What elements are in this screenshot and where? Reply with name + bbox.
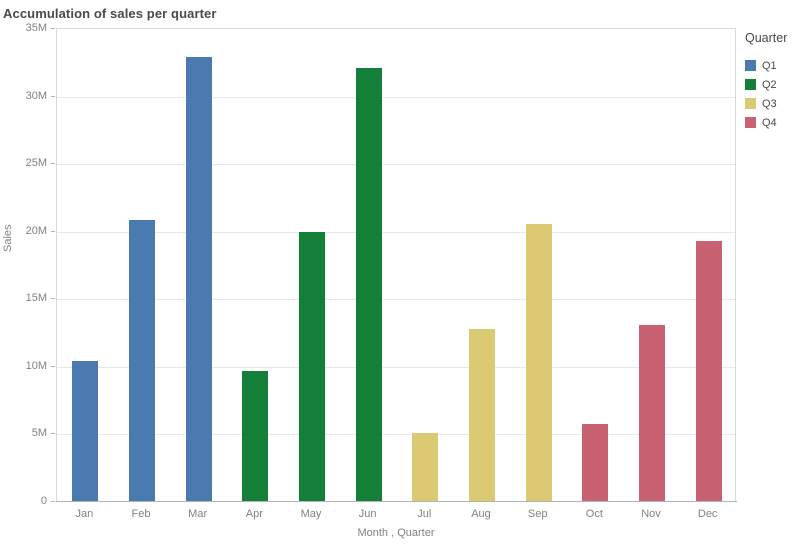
x-tick-label-may: May (300, 508, 322, 520)
bar-jul[interactable] (412, 433, 439, 502)
y-tick-label-15M: 15M (25, 292, 47, 305)
legend-label-q1: Q1 (762, 59, 777, 72)
bar-jan[interactable] (72, 361, 99, 502)
legend-swatch-q3 (745, 98, 756, 109)
y-tick-mark-35M (51, 28, 55, 29)
legend-label-q3: Q3 (762, 97, 777, 110)
bar-feb[interactable] (129, 219, 155, 502)
gridline-15M (57, 299, 735, 301)
legend-item-q2[interactable]: Q2 (745, 75, 797, 94)
y-tick-mark-10M (51, 365, 55, 367)
y-tick-label-25M: 25M (25, 157, 47, 170)
legend-item-q4[interactable]: Q4 (745, 113, 797, 132)
gridline-25M (57, 164, 735, 166)
x-axis-title: Month , Quarter (357, 527, 435, 539)
bar-apr[interactable] (242, 370, 269, 502)
plot-area (56, 28, 736, 502)
legend-swatch-q1 (745, 60, 756, 71)
legend-item-q3[interactable]: Q3 (745, 94, 797, 113)
bar-may[interactable] (299, 231, 325, 502)
x-tick-label-oct: Oct (585, 508, 603, 520)
y-tick-mark-20M (51, 230, 55, 232)
x-tick-label-jan: Jan (75, 508, 94, 520)
bar-mar[interactable] (185, 57, 212, 502)
chart-title: Accumulation of sales per quarter (3, 6, 217, 21)
legend-swatch-q4 (745, 117, 756, 128)
x-tick-label-apr: Apr (245, 508, 263, 520)
x-tick-label-nov: Nov (641, 508, 661, 520)
x-tick-label-sep: Sep (527, 508, 548, 520)
gridline-5M (57, 434, 735, 436)
bar-sep[interactable] (525, 223, 552, 502)
legend-label-q2: Q2 (762, 78, 777, 91)
x-axis-line (56, 501, 737, 502)
bar-oct[interactable] (582, 423, 609, 502)
bar-dec[interactable] (695, 241, 722, 502)
x-tick-label-jul: Jul (417, 508, 432, 520)
bar-jun[interactable] (355, 68, 382, 502)
y-tick-label-20M: 20M (25, 224, 47, 237)
gridline-20M (57, 231, 735, 233)
y-tick-label-35M: 35M (25, 22, 47, 34)
x-tick-label-feb: Feb (131, 508, 151, 520)
y-tick-label-30M: 30M (25, 89, 47, 102)
y-tick-mark-30M (51, 95, 55, 97)
bar-nov[interactable] (639, 324, 665, 502)
y-tick-mark-5M (51, 433, 55, 435)
legend-item-q1[interactable]: Q1 (745, 56, 797, 75)
legend-swatch-q2 (745, 79, 756, 90)
y-tick-mark-15M (51, 298, 55, 300)
x-tick-label-jun: Jun (358, 508, 377, 520)
x-tick-label-aug: Aug (471, 508, 491, 520)
gridline-10M (57, 366, 735, 368)
legend-label-q4: Q4 (762, 116, 777, 129)
bar-aug[interactable] (469, 329, 495, 502)
y-tick-mark-0 (51, 501, 55, 502)
x-tick-label-mar: Mar (188, 508, 208, 520)
x-tick-label-dec: Dec (697, 508, 718, 520)
y-tick-label-5M: 5M (31, 427, 47, 440)
y-tick-mark-25M (51, 163, 55, 165)
legend-title: Quarter (745, 31, 788, 45)
y-tick-label-0: 0 (40, 495, 47, 507)
y-tick-label-10M: 10M (25, 359, 47, 372)
gridline-30M (57, 96, 735, 98)
legend-items: Q1 Q2 Q3 Q4 (745, 56, 797, 132)
legend: Quarter Q1 Q2 Q3 Q4 (745, 31, 797, 132)
